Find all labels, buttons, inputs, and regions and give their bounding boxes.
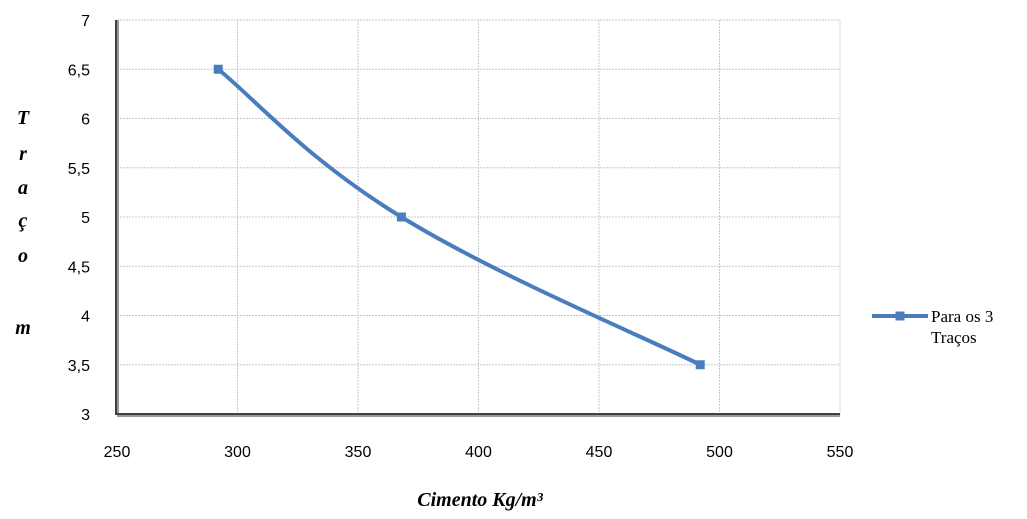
y-axis-title-letter: m xyxy=(15,317,31,339)
series-line xyxy=(216,67,702,367)
y-tick-label: 6 xyxy=(81,112,90,129)
y-axis-ticks: 3 3,5 4 4,5 5 5,5 6 6,5 7 xyxy=(68,13,90,424)
y-tick-label: 7 xyxy=(81,13,90,30)
y-tick-label: 4,5 xyxy=(68,259,90,276)
legend-label: Traços xyxy=(931,328,977,347)
y-tick-label: 3 xyxy=(81,407,90,424)
x-tick-label: 550 xyxy=(827,444,854,461)
y-tick-label: 4 xyxy=(81,309,90,326)
x-axis-title: Cimento Kg/m³ xyxy=(417,489,543,511)
x-tick-label: 300 xyxy=(224,444,251,461)
x-axis-ticks: 250 300 350 400 450 500 550 xyxy=(104,444,854,461)
x-tick-label: 500 xyxy=(706,444,733,461)
y-axis-title-letter: a xyxy=(18,177,28,199)
x-tick-label: 450 xyxy=(586,444,613,461)
data-point-marker xyxy=(695,360,705,370)
x-tick-label: 250 xyxy=(104,444,131,461)
legend-label: Para os 3 xyxy=(931,307,993,326)
series xyxy=(213,64,705,370)
y-tick-label: 5,5 xyxy=(68,161,90,178)
x-tick-label: 350 xyxy=(345,444,372,461)
y-tick-label: 5 xyxy=(81,210,90,227)
y-axis-title: Traço m xyxy=(15,107,31,339)
y-axis-title-letter: o xyxy=(18,245,28,267)
y-tick-label: 6,5 xyxy=(68,62,90,79)
y-axis-title-letter: r xyxy=(19,143,27,165)
legend: Para os 3 Traços xyxy=(872,307,993,347)
y-axis-title-letter: T xyxy=(17,107,30,129)
data-point-marker xyxy=(396,212,406,222)
legend-marker xyxy=(895,311,905,321)
y-tick-label: 3,5 xyxy=(68,358,90,375)
data-point-marker xyxy=(213,64,223,74)
x-tick-label: 400 xyxy=(465,444,492,461)
axes xyxy=(115,20,840,417)
grid xyxy=(117,19,841,414)
y-axis-title-letter: ç xyxy=(19,210,28,232)
